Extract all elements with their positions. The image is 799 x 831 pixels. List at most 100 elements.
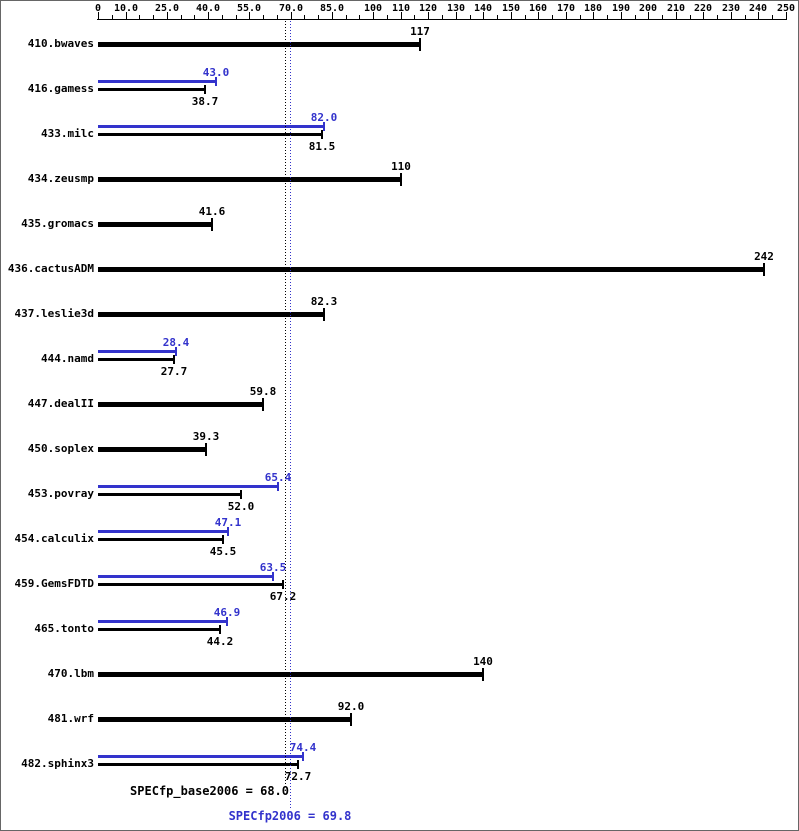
axis-major-tick xyxy=(676,12,677,19)
benchmark-label: 437.leslie3d xyxy=(14,307,94,320)
benchmark-label: 450.soplex xyxy=(27,442,94,455)
benchmark-label: 454.calculix xyxy=(14,532,94,545)
base-bar-end-cap xyxy=(204,85,206,94)
peak-bar-end-cap xyxy=(302,752,304,761)
value-label: 47.1 xyxy=(214,516,242,529)
axis-minor-tick xyxy=(690,15,691,19)
value-label: 242 xyxy=(754,250,774,263)
base-bar xyxy=(98,628,220,631)
benchmark-label: 410.bwaves xyxy=(27,37,94,50)
axis-minor-tick xyxy=(139,15,140,19)
axis-major-tick xyxy=(786,12,787,19)
axis-tick-label: 25.0 xyxy=(154,3,180,14)
axis-minor-tick xyxy=(194,15,195,19)
axis-minor-tick xyxy=(153,15,154,19)
peak-bar-end-cap xyxy=(227,527,229,536)
axis-minor-tick xyxy=(414,15,415,19)
value-label: 52.0 xyxy=(227,500,255,513)
peak-bar xyxy=(98,125,324,128)
axis-tick-label: 130 xyxy=(446,3,466,14)
base-bar xyxy=(98,133,322,136)
axis-minor-tick xyxy=(772,15,773,19)
benchmark-label: 433.milc xyxy=(41,127,94,140)
axis-minor-tick xyxy=(607,15,608,19)
peak-bar xyxy=(98,530,228,533)
axis-major-tick xyxy=(483,12,484,19)
axis-major-tick xyxy=(167,12,168,19)
axis-tick-label: 85.0 xyxy=(319,3,345,14)
axis-tick-label: 230 xyxy=(721,3,741,14)
axis-minor-tick xyxy=(525,15,526,19)
axis-tick-label: 160 xyxy=(528,3,548,14)
axis-major-tick xyxy=(208,12,209,19)
axis-tick-label: 120 xyxy=(418,3,438,14)
axis-minor-tick xyxy=(662,15,663,19)
axis-minor-tick xyxy=(552,15,553,19)
base-bar-end-cap xyxy=(240,490,242,499)
value-label: 82.0 xyxy=(310,111,338,124)
axis-major-tick xyxy=(621,12,622,19)
axis-tick-label: 250 xyxy=(776,3,796,14)
axis-minor-tick xyxy=(470,15,471,19)
base-bar xyxy=(98,402,263,407)
axis-major-tick xyxy=(731,12,732,19)
base-bar xyxy=(98,88,205,91)
value-label: 59.8 xyxy=(249,385,277,398)
base-bar xyxy=(98,763,298,766)
axis-major-tick xyxy=(291,12,292,19)
axis-tick-label: 70.0 xyxy=(278,3,304,14)
benchmark-label: 435.gromacs xyxy=(21,217,94,230)
base-bar xyxy=(98,583,283,586)
axis-major-tick xyxy=(332,12,333,19)
base-score-line xyxy=(285,21,286,787)
axis-minor-tick xyxy=(181,15,182,19)
axis-minor-tick xyxy=(304,15,305,19)
base-bar xyxy=(98,222,212,227)
axis-minor-tick xyxy=(387,15,388,19)
benchmark-label: 481.wrf xyxy=(47,712,94,725)
axis-major-tick xyxy=(249,12,250,19)
axis-major-tick xyxy=(98,12,99,19)
peak-bar xyxy=(98,575,273,578)
peak-bar xyxy=(98,755,303,758)
base-bar-end-cap xyxy=(323,308,325,321)
axis-minor-tick xyxy=(318,15,319,19)
peak-score-line xyxy=(290,21,291,809)
axis-tick-label: 240 xyxy=(748,3,768,14)
axis-minor-tick xyxy=(277,15,278,19)
base-bar-end-cap xyxy=(211,218,213,231)
axis-major-tick xyxy=(703,12,704,19)
base-bar-end-cap xyxy=(419,38,421,51)
axis-tick-label: 10.0 xyxy=(113,3,139,14)
value-label: 44.2 xyxy=(206,635,234,648)
value-label: 82.3 xyxy=(310,295,338,308)
base-bar-end-cap xyxy=(222,535,224,544)
benchmark-label: 444.namd xyxy=(41,352,94,365)
peak-bar xyxy=(98,485,278,488)
axis-major-tick xyxy=(566,12,567,19)
axis-tick-label: 210 xyxy=(666,3,686,14)
benchmark-label: 459.GemsFDTD xyxy=(14,577,94,590)
peak-bar xyxy=(98,80,216,83)
value-label: 65.4 xyxy=(264,471,292,484)
value-label: 67.2 xyxy=(269,590,297,603)
benchmark-label: 436.cactusADM xyxy=(7,262,94,275)
peak-bar-end-cap xyxy=(226,617,228,626)
axis-major-tick xyxy=(758,12,759,19)
value-label: 72.7 xyxy=(284,770,312,783)
value-label: 28.4 xyxy=(162,336,190,349)
value-label: 39.3 xyxy=(192,430,220,443)
benchmark-label: 470.lbm xyxy=(47,667,94,680)
axis-tick-label: 100 xyxy=(363,3,383,14)
axis-tick-label: 170 xyxy=(556,3,576,14)
base-bar-end-cap xyxy=(321,130,323,139)
base-bar-end-cap xyxy=(297,760,299,769)
value-label: 38.7 xyxy=(191,95,219,108)
peak-bar xyxy=(98,350,176,353)
value-label: 74.4 xyxy=(289,741,317,754)
axis-major-tick xyxy=(456,12,457,19)
base-bar xyxy=(98,538,223,541)
benchmark-label: 482.sphinx3 xyxy=(21,757,94,770)
base-score-label: SPECfp_base2006 = 68.0 xyxy=(130,784,289,798)
axis-minor-tick xyxy=(263,15,264,19)
